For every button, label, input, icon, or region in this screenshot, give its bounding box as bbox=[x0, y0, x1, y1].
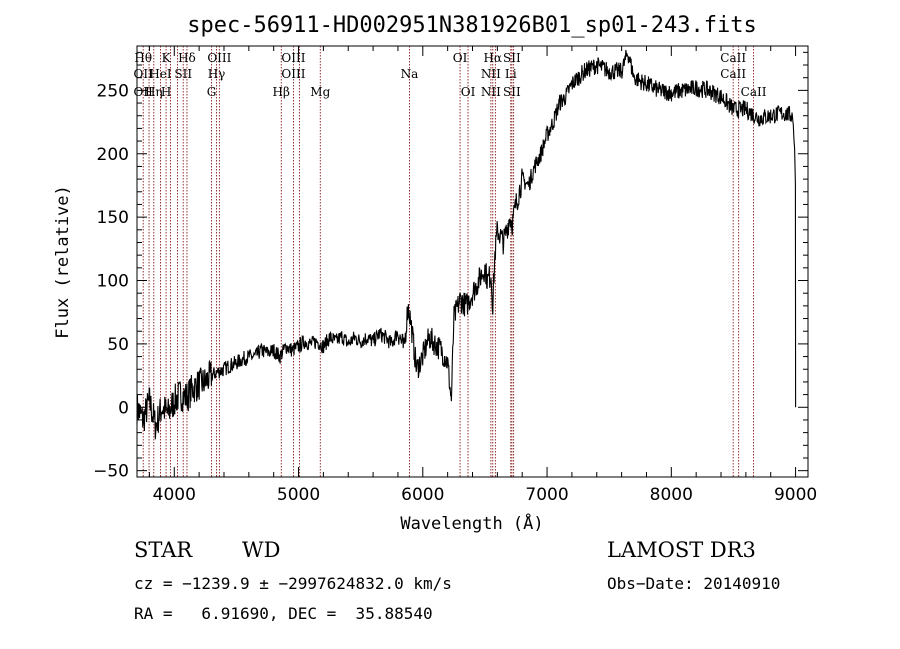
x-tick-label: 7000 bbox=[525, 485, 568, 505]
line-label: Hθ bbox=[134, 51, 152, 65]
line-label: Hα bbox=[483, 51, 502, 65]
y-tick-label: 100 bbox=[97, 272, 129, 292]
object-subclass: WD bbox=[242, 538, 281, 562]
x-tick-label: 5000 bbox=[277, 485, 320, 505]
x-tick-label: 9000 bbox=[774, 485, 817, 505]
object-class: STAR bbox=[134, 538, 193, 562]
x-axis-label: Wavelength (Å) bbox=[400, 512, 543, 534]
spectral-line-labels: HθOIIOIIHηHeIKHSIIHδGHγOIIIHβOIIIOIIIMgN… bbox=[134, 51, 767, 99]
chart-title: spec-56911-HD002951N381926B01_sp01-243.f… bbox=[187, 13, 757, 38]
line-label: Hγ bbox=[208, 67, 226, 81]
plot-frame bbox=[136, 45, 809, 478]
line-label: K bbox=[162, 51, 172, 65]
y-tick-label: 200 bbox=[97, 145, 129, 165]
redshift-readout: cz = −1239.9 ± −2997624832.0 km/s bbox=[134, 574, 452, 593]
line-label: CaII bbox=[720, 51, 746, 65]
line-label: SII bbox=[174, 67, 192, 81]
line-label: Mg bbox=[310, 85, 330, 99]
x-tick-label: 8000 bbox=[650, 485, 693, 505]
y-axis-ticks: −50 0 50 100 150 200 250 bbox=[93, 51, 808, 482]
survey-name: LAMOST DR3 bbox=[607, 538, 756, 562]
line-label: Li bbox=[505, 67, 517, 81]
line-label: OIII bbox=[281, 51, 305, 65]
line-label: Na bbox=[401, 67, 419, 81]
line-label: OI bbox=[453, 51, 468, 65]
spectral-line-markers bbox=[142, 46, 755, 477]
y-tick-label: 50 bbox=[107, 335, 129, 355]
line-label: OI bbox=[461, 85, 476, 99]
line-label: OIII bbox=[207, 51, 231, 65]
y-axis-label: Flux (relative) bbox=[53, 185, 73, 339]
coordinates-readout: RA = 6.91690, DEC = 35.88540 bbox=[134, 604, 433, 623]
line-label: H bbox=[161, 85, 171, 99]
x-tick-label: 6000 bbox=[401, 485, 444, 505]
y-tick-label: 250 bbox=[97, 81, 129, 101]
x-tick-label: 4000 bbox=[153, 485, 196, 505]
y-tick-label: 0 bbox=[118, 398, 129, 418]
line-label: NII bbox=[481, 85, 501, 99]
line-label: SII bbox=[503, 85, 521, 99]
line-label: CaII bbox=[720, 67, 746, 81]
y-tick-label: 150 bbox=[97, 208, 129, 228]
line-label: OIII bbox=[281, 67, 305, 81]
y-tick-label: −50 bbox=[93, 462, 129, 482]
x-axis-ticks: 4000 5000 6000 7000 8000 9000 bbox=[148, 46, 817, 505]
line-label: Hη bbox=[145, 85, 163, 99]
line-label: Hδ bbox=[178, 51, 196, 65]
line-label: HeI bbox=[149, 67, 172, 81]
line-label: G bbox=[207, 85, 217, 99]
line-label: NII bbox=[481, 67, 501, 81]
line-label: SII bbox=[503, 51, 521, 65]
spectrum-line bbox=[136, 49, 797, 440]
line-label: CaII bbox=[741, 85, 767, 99]
line-label: Hβ bbox=[273, 85, 290, 99]
observation-date: Obs−Date: 20140910 bbox=[607, 574, 781, 593]
line-label: OII bbox=[134, 85, 154, 99]
